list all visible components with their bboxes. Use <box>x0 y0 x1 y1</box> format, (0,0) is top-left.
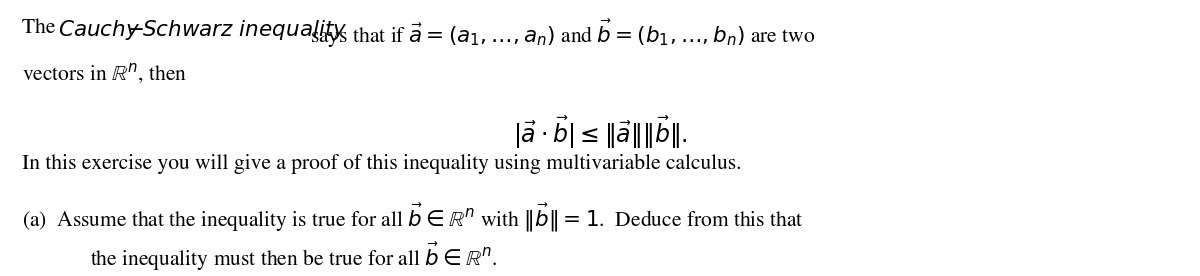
Text: says that if $\vec{a} = (a_1, \ldots, a_n)$ and $\vec{b} = (b_1, \ldots, b_n)$ a: says that if $\vec{a} = (a_1, \ldots, a_… <box>310 18 815 50</box>
Text: $|\vec{a} \cdot \vec{b}| \leq \|\vec{a}\|\|\vec{b}\|.$: $|\vec{a} \cdot \vec{b}| \leq \|\vec{a}\… <box>512 114 688 151</box>
Text: The: The <box>22 18 60 38</box>
Text: (a)  Assume that the inequality is true for all $\vec{b} \in \mathbb{R}^n$ with : (a) Assume that the inequality is true f… <box>22 201 804 233</box>
Text: In this exercise you will give a proof of this inequality using multivariable ca: In this exercise you will give a proof o… <box>22 154 742 174</box>
Text: the inequality must then be true for all $\vec{b} \in \mathbb{R}^n$.: the inequality must then be true for all… <box>90 241 497 273</box>
Text: $\mathit{Cauchy}$: $\mathit{Cauchy}$ <box>58 18 140 42</box>
Text: $\mathit{Schwarz\ inequality}$: $\mathit{Schwarz\ inequality}$ <box>142 18 347 42</box>
Text: $\mathit{{-}}$: $\mathit{{-}}$ <box>126 18 144 39</box>
Text: vectors in $\mathbb{R}^n$, then: vectors in $\mathbb{R}^n$, then <box>22 62 187 86</box>
